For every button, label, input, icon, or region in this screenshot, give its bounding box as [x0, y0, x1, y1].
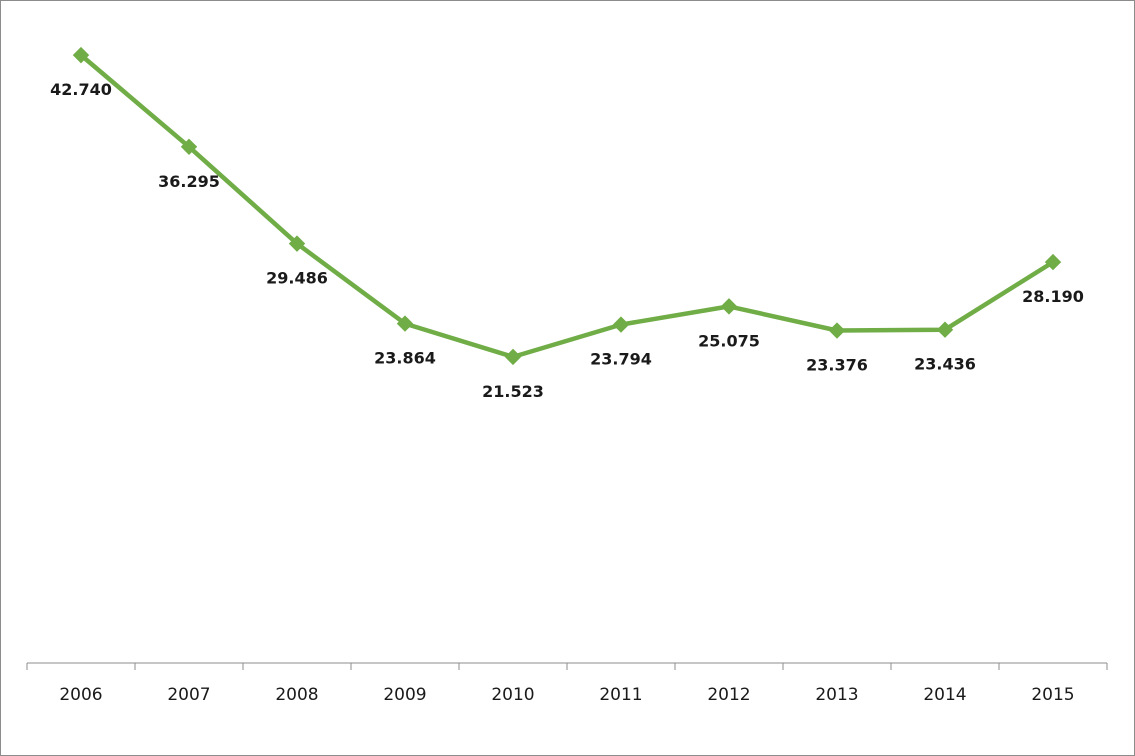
series-line-group [78, 52, 1056, 360]
data-point-marker [288, 235, 306, 252]
data-point-marker [1044, 253, 1062, 271]
x-tick-label: 2008 [275, 685, 318, 705]
data-label: 42.740 [50, 80, 112, 99]
data-label: 21.523 [482, 382, 544, 401]
data-label: 28.190 [1022, 287, 1084, 306]
series-line [78, 52, 1056, 360]
x-tick-label: 2014 [923, 685, 966, 705]
data-label: 23.376 [806, 356, 868, 375]
series-markers [72, 46, 1062, 366]
x-axis [26, 662, 1108, 670]
x-tick-label: 2009 [383, 685, 426, 705]
x-tick-label: 2012 [707, 685, 750, 705]
data-label: 23.864 [374, 349, 436, 368]
x-tick-label: 2013 [815, 685, 858, 705]
data-point-marker [936, 321, 954, 338]
data-point-marker [180, 138, 198, 156]
data-label: 29.486 [266, 269, 328, 288]
data-label: 36.295 [158, 172, 220, 191]
x-tick-label: 2015 [1031, 685, 1074, 705]
data-labels: 42.740 36.295 29.486 23.864 21.523 23.794 25.0… [50, 80, 1084, 401]
data-label: 25.075 [698, 331, 760, 350]
data-point-marker [720, 298, 738, 315]
data-label: 23.436 [914, 355, 976, 374]
x-tick-label: 2011 [599, 685, 642, 705]
data-point-marker [504, 348, 522, 366]
x-tick-label: 2007 [167, 685, 210, 705]
data-point-marker [72, 46, 90, 64]
x-tick-label: 2006 [59, 685, 102, 705]
data-point-marker [396, 315, 414, 332]
data-label: 23.794 [590, 350, 652, 369]
x-tick-label: 2010 [491, 685, 534, 705]
data-point-marker [828, 322, 846, 339]
x-tick-labels: 2006 2007 2008 2009 2010 2011 2012 2013 2014 2015 [59, 685, 1074, 705]
data-point-marker [612, 316, 630, 333]
